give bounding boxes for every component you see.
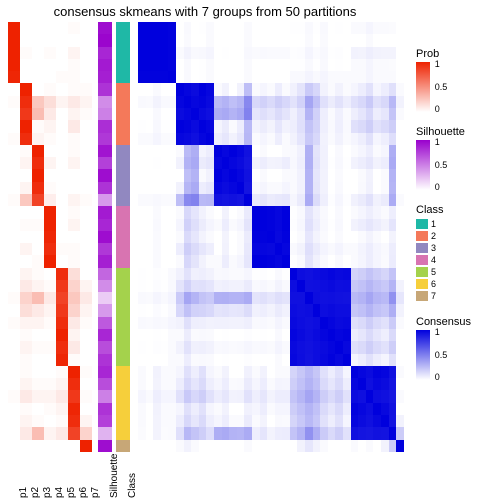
class-legend-row: 5 xyxy=(416,266,498,278)
annot-col-p4 xyxy=(44,22,56,452)
class-legend-row: 2 xyxy=(416,230,498,242)
annot-col-p7 xyxy=(80,22,92,452)
annot-col-p5 xyxy=(56,22,68,452)
class-legend-row: 3 xyxy=(416,242,498,254)
plot-title: consensus skmeans with 7 groups from 50 … xyxy=(0,4,410,19)
annot-col-Silhouette xyxy=(98,22,112,452)
class-legend-row: 1 xyxy=(416,218,498,230)
col-label-Silhouette: Silhouette xyxy=(109,454,120,498)
annot-col-p3 xyxy=(32,22,44,452)
col-label-p3: p3 xyxy=(42,487,53,498)
annot-col-Class xyxy=(116,22,130,452)
legends: Prob 1 0.5 0 Silhouette 1 0.5 0 Class 12… xyxy=(416,48,498,394)
legend-consensus: Consensus 1 0.5 0 xyxy=(416,316,498,380)
consensus-heatmap xyxy=(138,22,404,452)
col-label-p6: p6 xyxy=(78,487,89,498)
annot-col-p6 xyxy=(68,22,80,452)
legend-silhouette: Silhouette 1 0.5 0 xyxy=(416,126,498,190)
class-legend-row: 7 xyxy=(416,290,498,302)
annot-col-p1 xyxy=(8,22,20,452)
col-label-p1: p1 xyxy=(18,487,29,498)
col-label-p7: p7 xyxy=(90,487,101,498)
class-legend-row: 4 xyxy=(416,254,498,266)
col-label-p5: p5 xyxy=(66,487,77,498)
annotation-columns xyxy=(8,22,134,452)
annot-col-p2 xyxy=(20,22,32,452)
legend-prob: Prob 1 0.5 0 xyxy=(416,48,498,112)
prob-gradient xyxy=(416,62,430,112)
col-label-Class: Class xyxy=(127,473,138,498)
col-label-p2: p2 xyxy=(30,487,41,498)
legend-class: Class 1234567 xyxy=(416,204,498,302)
col-label-p4: p4 xyxy=(54,487,65,498)
cons-gradient xyxy=(416,330,430,380)
class-legend-row: 6 xyxy=(416,278,498,290)
plot-area xyxy=(8,22,404,452)
sil-gradient xyxy=(416,140,430,190)
